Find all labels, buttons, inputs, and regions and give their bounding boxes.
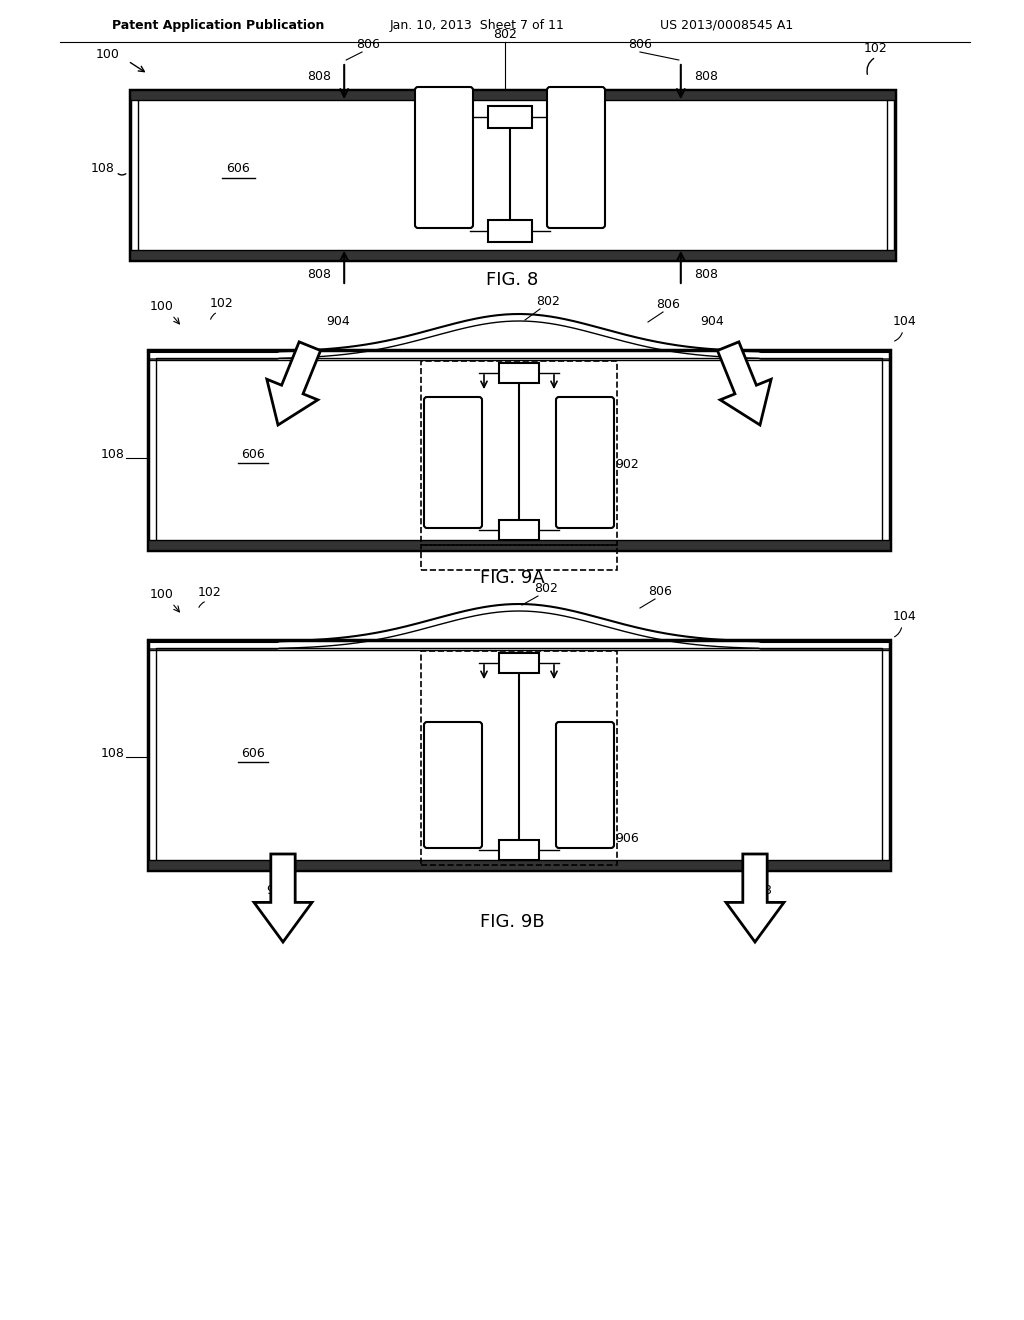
Text: 606: 606 [241,447,265,461]
Text: N: N [505,224,515,238]
Text: 908: 908 [266,884,290,898]
Text: 108: 108 [91,162,115,176]
Bar [130,90,895,100]
Text: 808: 808 [307,70,331,82]
FancyBboxPatch shape [415,87,473,228]
Text: US 2013/0008545 A1: US 2013/0008545 A1 [660,18,794,32]
Text: S: S [515,366,523,380]
Bar [156,358,882,543]
Text: S: S [506,110,514,124]
Bar [130,249,895,260]
Text: 606: 606 [241,747,265,760]
Text: 808: 808 [694,70,718,82]
Text: 904: 904 [326,315,350,327]
Text: 104: 104 [893,315,916,327]
Text: X: X [580,777,590,792]
FancyBboxPatch shape [424,397,482,528]
Text: 100: 100 [96,49,120,62]
Text: Patent Application Publication: Patent Application Publication [112,18,325,32]
Text: FIG. 9B: FIG. 9B [479,913,545,931]
Text: O: O [447,777,459,792]
Text: N: N [514,843,524,857]
Text: FIG. 8: FIG. 8 [485,271,539,289]
Bar [156,648,882,862]
Bar [421,360,617,545]
Bar [499,363,539,383]
Bar [148,350,890,360]
Bar [148,540,890,550]
Polygon shape [267,342,321,425]
Text: N: N [514,523,524,537]
Text: 906: 906 [615,832,639,845]
Text: 802: 802 [536,294,560,308]
Polygon shape [726,854,784,942]
Bar [148,640,890,649]
Text: 802: 802 [494,28,517,41]
Text: 802: 802 [535,582,558,595]
Polygon shape [254,854,312,942]
FancyBboxPatch shape [556,722,614,847]
Text: S: S [515,656,523,671]
Text: 806: 806 [648,585,672,598]
Text: 808: 808 [307,268,331,281]
FancyBboxPatch shape [556,397,614,528]
Bar [130,90,895,260]
Text: 104: 104 [893,610,916,623]
Text: 108: 108 [101,747,125,760]
Bar [488,220,532,242]
Bar [499,840,539,861]
Bar [488,106,532,128]
Text: 102: 102 [210,297,233,310]
Bar [421,545,617,570]
Polygon shape [718,342,771,425]
Text: 808: 808 [694,268,718,281]
Bar [148,861,890,870]
Text: Jan. 10, 2013  Sheet 7 of 11: Jan. 10, 2013 Sheet 7 of 11 [390,18,565,32]
Bar [148,350,890,360]
Text: 108: 108 [101,447,125,461]
Text: 806: 806 [628,38,652,51]
Text: O: O [579,455,591,470]
Text: 102: 102 [864,42,888,55]
Text: 806: 806 [656,298,680,312]
Bar [148,640,890,649]
Text: 902: 902 [615,458,639,471]
Text: FIG. 9A: FIG. 9A [479,569,545,587]
Text: 806: 806 [356,38,380,51]
FancyBboxPatch shape [424,722,482,847]
Bar [499,653,539,673]
Text: 908: 908 [749,884,772,898]
Text: X: X [447,455,459,470]
Bar [148,640,890,870]
Text: 102: 102 [198,586,222,599]
Text: 904: 904 [700,315,724,327]
Text: 100: 100 [151,300,174,313]
FancyBboxPatch shape [547,87,605,228]
Bar [138,98,887,252]
Bar [499,520,539,540]
Bar [421,651,617,865]
Text: 606: 606 [226,162,250,176]
Text: 100: 100 [151,587,174,601]
Bar [148,350,890,550]
